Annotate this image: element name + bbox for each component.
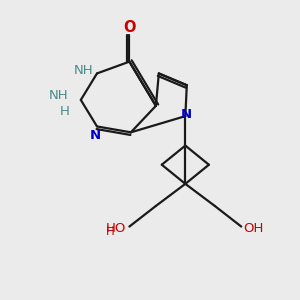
Text: H: H: [60, 105, 70, 118]
Text: O: O: [123, 20, 136, 35]
Text: N: N: [90, 129, 101, 142]
Text: H: H: [106, 225, 115, 239]
Text: N: N: [181, 108, 192, 121]
Text: OH: OH: [243, 222, 263, 236]
Text: HO: HO: [106, 222, 126, 236]
Text: NH: NH: [74, 64, 94, 77]
Text: NH: NH: [49, 89, 68, 102]
